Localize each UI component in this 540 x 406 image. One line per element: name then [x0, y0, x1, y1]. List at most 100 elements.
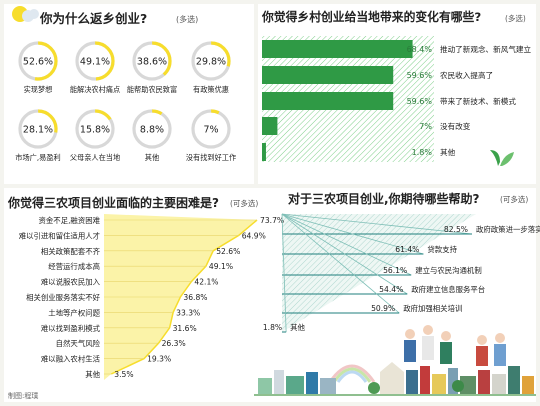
change-bar-label: 推动了新观念、新风气建立: [440, 44, 532, 54]
donut-caption: 能解决农村痛点: [70, 85, 120, 94]
help-value: 56.1%: [383, 266, 407, 275]
difficulty-area-group: 资金不足,融资困难 73.7% 难以引进和留住适用人才 64.9% 相关政策配套不齐 52…: [19, 214, 284, 380]
help-label: 政府建立信息服务平台: [411, 285, 485, 294]
donut-4: 29.8% 有政策优惠: [191, 41, 231, 94]
panel4-title: 对于三农项目创业,你期待哪些帮助?: [288, 191, 480, 206]
help-label: 其他: [290, 323, 305, 332]
difficulty-label: 相关创业服务落实不好: [26, 293, 101, 302]
help-value: 54.4%: [379, 285, 403, 294]
change-bar-label: 带来了新技术、新模式: [440, 96, 516, 106]
difficulty-value: 26.3%: [162, 339, 186, 348]
donut-caption: 实现梦想: [24, 85, 53, 94]
change-bar-group: 68.4% 推动了新观念、新风气建立 59.6% 农民收入提高了 59.6% 带来了新技术…: [262, 40, 532, 161]
donut-5: 28.1% 市场广,易盈利: [15, 109, 61, 162]
change-bar-label: 农民收入提高了: [440, 70, 493, 80]
difficulty-value: 31.6%: [173, 324, 197, 333]
difficulty-label: 难以引进和留住适用人才: [19, 231, 100, 240]
donut-arc: [132, 41, 172, 81]
change-bar: [262, 40, 413, 58]
help-value: 1.8%: [263, 323, 282, 332]
help-ray: [281, 213, 473, 235]
help-line-6: 1.8% 其他: [263, 213, 306, 333]
difficulty-row-1: 资金不足,融资困难 73.7%: [39, 216, 285, 225]
donut-track: [75, 109, 115, 149]
donut-caption: 没有找到好工作: [186, 153, 236, 162]
donut-track: [132, 109, 172, 149]
sun-icon: [12, 6, 39, 22]
help-value: 61.4%: [395, 245, 419, 254]
donut-value: 8.8%: [140, 125, 164, 136]
help-label: 建立与农民沟通机制: [415, 266, 482, 275]
donut-track: [191, 109, 231, 149]
difficulty-value: 19.3%: [147, 355, 171, 364]
donut-3: 38.6% 能帮助农民致富: [127, 41, 177, 94]
help-line-5: 50.9% 政府加强相关培训: [281, 213, 462, 314]
difficulty-label: 难以融入农村生活: [41, 355, 101, 364]
donut-caption: 市场广,易盈利: [15, 153, 60, 162]
change-bar-value: 7%: [419, 122, 432, 131]
difficulty-row-3: 相关政策配套不齐 52.6%: [41, 247, 240, 256]
difficulty-label: 其他: [85, 370, 100, 379]
difficulty-value: 49.1%: [209, 262, 233, 271]
panel2-tag: (多选): [505, 13, 526, 23]
difficulty-value: 73.7%: [260, 216, 284, 225]
panel3-title: 你觉得三农项目创业面临的主要困难是?: [7, 195, 219, 210]
difficulty-row-11: 其他 3.5%: [85, 370, 133, 379]
credit-text: 制图:程璞: [8, 391, 38, 400]
difficulty-value: 36.8%: [183, 293, 207, 302]
help-ray: [281, 213, 424, 255]
help-line-2: 61.4% 贷款支持: [281, 213, 458, 255]
donut-8: 7% 没有找到好工作: [186, 109, 236, 162]
difficulty-row-2: 难以引进和留住适用人才 64.9%: [19, 231, 266, 240]
donut-caption: 其他: [145, 153, 159, 162]
change-bar-4: 7% 没有改变: [262, 117, 471, 135]
donut-2: 49.1% 能解决农村痛点: [70, 41, 120, 94]
change-bar: [262, 143, 266, 161]
help-label: 政府加强相关培训: [403, 304, 462, 313]
difficulty-row-4: 经营运行成本高 49.1%: [48, 262, 233, 271]
help-value: 50.9%: [371, 304, 395, 313]
difficulty-row-8: 难以找到盈利模式 31.6%: [41, 324, 197, 333]
change-bar-1: 68.4% 推动了新观念、新风气建立: [262, 40, 532, 58]
help-line-3: 56.1% 建立与农民沟通机制: [281, 213, 482, 276]
change-bar-value: 1.8%: [412, 148, 433, 157]
change-bar: [262, 66, 394, 84]
donut-group: 52.6% 实现梦想 49.1% 能解决农村痛点 38.6% 能帮助农民致富 29.8% 有政…: [15, 41, 236, 162]
difficulty-label: 相关政策配套不齐: [41, 247, 101, 256]
change-bar-value: 59.6%: [407, 71, 433, 80]
difficulty-label: 经营运行成本高: [48, 262, 100, 271]
difficulty-value: 42.1%: [194, 278, 218, 287]
difficulty-value: 52.6%: [216, 247, 240, 256]
panel3-tag: (可多选): [230, 198, 258, 208]
help-value: 82.5%: [444, 225, 468, 234]
change-bar: [262, 92, 394, 110]
sprout-icon: [490, 150, 514, 166]
difficulty-row-5: 难以说服农民加入 42.1%: [41, 278, 219, 287]
donut-value: 38.6%: [137, 57, 167, 68]
panel2-title: 你觉得乡村创业给当地带来的变化有哪些?: [261, 10, 481, 24]
difficulty-label: 自然天气风险: [56, 339, 101, 348]
help-fan-group: 82.5% 政府政策进一步落实 61.4% 贷款支持 56.1% 建立与农民沟通机制 54.…: [263, 213, 540, 333]
difficulty-value: 33.3%: [176, 308, 200, 317]
donut-value: 52.6%: [23, 57, 53, 68]
donut-value: 15.8%: [80, 125, 110, 136]
donut-arc: [75, 41, 115, 81]
difficulty-label: 土地等产权问题: [48, 308, 100, 317]
difficulty-row-7: 土地等产权问题 33.3%: [48, 308, 200, 317]
change-bar-label: 其他: [440, 147, 456, 157]
donut-caption: 能帮助农民致富: [127, 85, 177, 94]
panel1-tag: (多选): [176, 14, 198, 24]
help-ray: [281, 213, 412, 276]
panel-return-reasons-bg: [4, 4, 254, 184]
difficulty-value: 64.9%: [242, 231, 266, 240]
difficulty-row-10: 难以融入农村生活 19.3%: [41, 355, 171, 364]
change-bar-value: 59.6%: [407, 97, 433, 106]
panel4-tag: (可多选): [500, 194, 528, 204]
help-label: 贷款支持: [427, 245, 457, 254]
panel4-fan-area: [282, 214, 476, 332]
donut-caption: 父母亲人在当地: [70, 153, 120, 162]
help-label: 政府政策进一步落实: [476, 225, 540, 234]
donut-value: 7%: [203, 125, 218, 136]
